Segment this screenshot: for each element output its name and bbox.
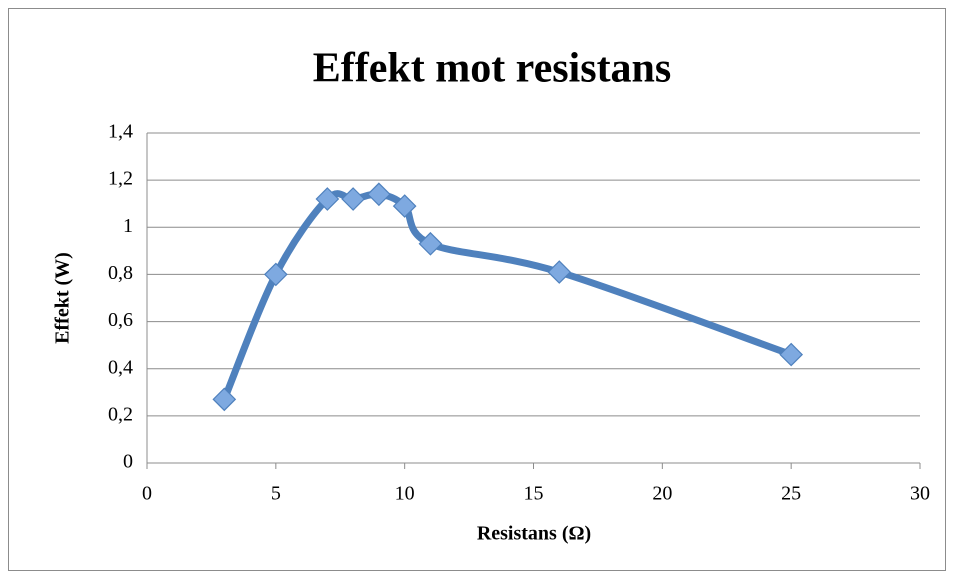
- y-tick-label: 0,6: [108, 309, 133, 331]
- data-marker: [418, 231, 443, 256]
- y-tick-label: 1,2: [108, 168, 133, 190]
- chart-title: Effekt mot resistans: [313, 46, 672, 92]
- y-axis-title: Effekt (W): [52, 252, 74, 344]
- data-marker: [315, 187, 340, 211]
- x-tick-label: 10: [395, 483, 415, 505]
- y-tick-label: 0,2: [108, 403, 133, 425]
- data-marker: [547, 260, 572, 284]
- data-marker: [263, 262, 288, 287]
- x-axis-title: Resistans (Ω): [477, 523, 591, 545]
- x-tick-label: 0: [142, 483, 152, 505]
- x-tick-label: 30: [910, 483, 930, 505]
- x-tick-label: 15: [524, 483, 544, 505]
- y-tick-label: 0,8: [108, 262, 133, 284]
- x-tick-label: 20: [652, 483, 672, 505]
- chart-border: [8, 8, 946, 571]
- data-marker: [779, 342, 804, 367]
- data-marker: [367, 182, 391, 207]
- y-tick-label: 1,4: [108, 121, 133, 143]
- y-tick-label: 0: [123, 451, 133, 473]
- x-tick-label: 5: [271, 483, 281, 505]
- data-marker: [212, 387, 237, 412]
- x-tick-label: 25: [781, 483, 801, 505]
- y-tick-label: 0,4: [108, 356, 133, 378]
- y-tick-label: 1: [123, 215, 133, 237]
- data-marker: [392, 194, 417, 218]
- data-marker: [341, 187, 365, 211]
